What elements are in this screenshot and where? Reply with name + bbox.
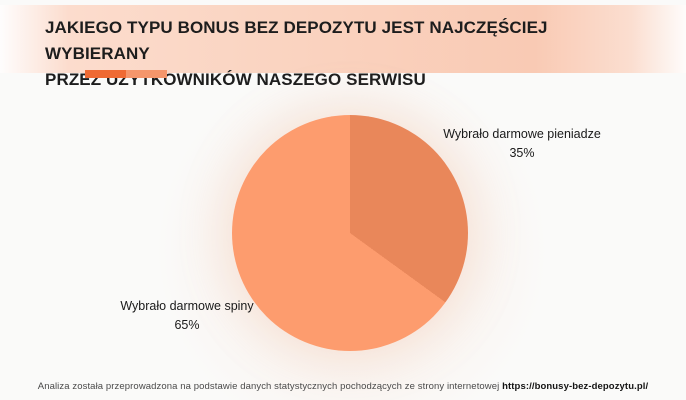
page-title: JAKIEGO TYPU BONUS BEZ DEPOZYTU JEST NAJ… — [45, 15, 655, 93]
slice-percent-value: 35% — [509, 146, 535, 160]
slice-percent-value: 65% — [174, 318, 200, 332]
legend — [85, 70, 167, 78]
legend-swatch-dark-orange — [85, 70, 126, 78]
source-note: Analiza została przeprowadzona na podsta… — [0, 381, 686, 392]
slice-label-darmowe-spiny: Wybrało darmowe spiny 65% — [77, 297, 297, 335]
source-note-text: Analiza została przeprowadzona na podsta… — [37, 381, 503, 392]
source-url: https://bonusy-bez-depozytu.pl/ — [502, 381, 649, 392]
slice-label-darmowe-pieniadze: Wybrało darmowe pieniadze 35% — [412, 125, 632, 163]
pie-chart — [232, 115, 468, 351]
legend-swatch-light-orange — [126, 70, 167, 78]
page-title-line1: JAKIEGO TYPU BONUS BEZ DEPOZYTU JEST NAJ… — [45, 18, 548, 63]
slice-label-text: Wybrało darmowe pieniadze — [443, 127, 601, 141]
slice-label-text: Wybrało darmowe spiny — [120, 299, 254, 313]
title-band: JAKIEGO TYPU BONUS BEZ DEPOZYTU JEST NAJ… — [0, 5, 686, 89]
